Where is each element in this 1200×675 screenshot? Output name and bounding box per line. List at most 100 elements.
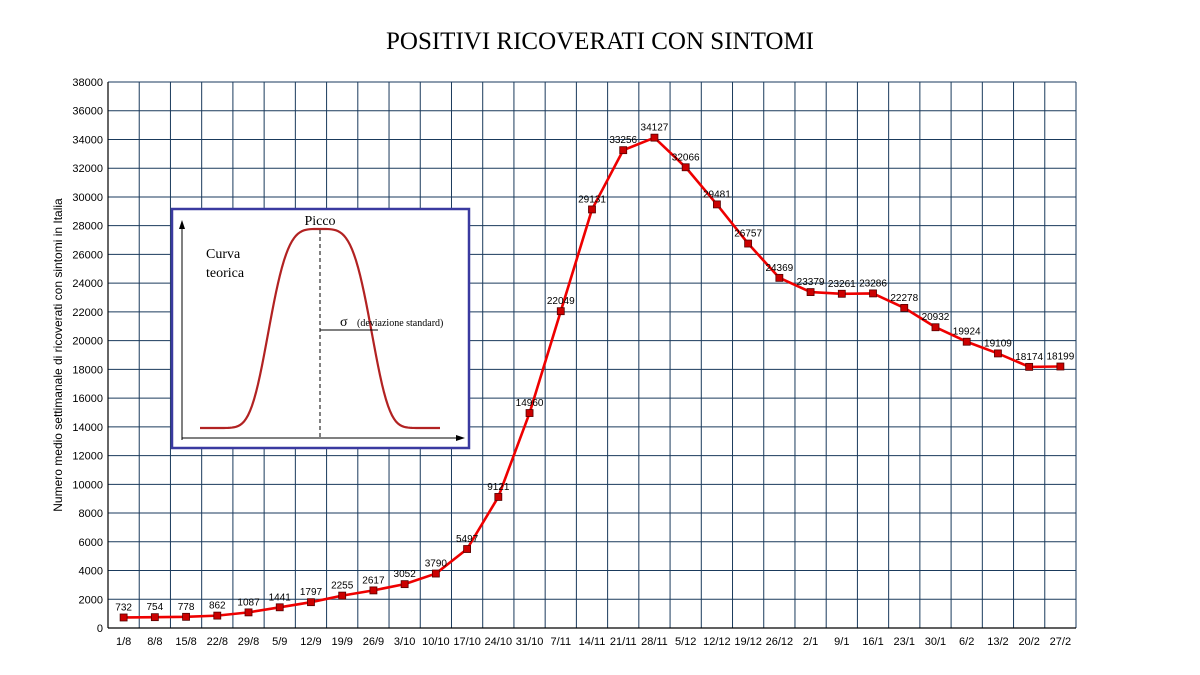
data-point: [1025, 362, 1034, 371]
data-label: 19109: [984, 338, 1012, 349]
x-tick-label: 22/8: [207, 636, 228, 648]
data-point: [1056, 362, 1065, 371]
data-label: 24369: [765, 263, 793, 274]
data-point: [900, 304, 909, 312]
y-tick-label: 26000: [72, 249, 103, 261]
x-tick-label: 24/10: [485, 636, 513, 648]
x-tick-label: 12/12: [703, 636, 731, 648]
data-point: [119, 613, 128, 622]
data-label: 18174: [1015, 352, 1043, 363]
x-tick-label: 30/1: [925, 636, 946, 648]
data-label: 23379: [797, 277, 825, 288]
x-tick-label: 29/8: [238, 636, 259, 648]
chart-title: POSITIVI RICOVERATI CON SINTOMI: [385, 28, 814, 55]
data-point: [869, 289, 877, 298]
data-point: [400, 580, 409, 589]
y-tick-label: 4000: [79, 566, 103, 578]
data-label: 14960: [516, 398, 544, 409]
data-label: 20932: [922, 312, 950, 323]
data-point: [931, 323, 940, 332]
y-tick-label: 32000: [72, 163, 103, 175]
data-label: 754: [146, 602, 163, 613]
x-tick-label: 8/8: [147, 636, 162, 648]
data-point: [150, 613, 159, 622]
data-point: [213, 611, 222, 620]
data-label: 1441: [269, 592, 292, 603]
x-tick-label: 26/9: [363, 636, 384, 648]
data-label: 1797: [300, 587, 323, 598]
y-tick-label: 6000: [79, 537, 103, 549]
data-label: 2255: [331, 581, 354, 592]
data-label: 23286: [859, 278, 887, 289]
x-tick-label: 19/9: [331, 636, 352, 648]
data-label: 34127: [641, 123, 669, 134]
y-tick-label: 12000: [72, 451, 103, 463]
x-tick-label: 23/1: [894, 636, 915, 648]
x-tick-label: 14/11: [579, 636, 606, 648]
y-tick-label: 8000: [79, 508, 103, 520]
data-point: [431, 569, 440, 578]
y-tick-label: 22000: [72, 307, 103, 319]
inset-bell-curve: [200, 227, 440, 430]
data-point: [775, 273, 784, 282]
data-label: 22049: [547, 296, 575, 307]
data-point: [681, 163, 690, 172]
data-label: 732: [115, 602, 132, 613]
data-label: 29131: [578, 194, 606, 205]
x-tick-label: 20/2: [1018, 636, 1039, 648]
data-point: [463, 545, 471, 553]
data-label: 9121: [487, 482, 510, 493]
data-point: [588, 205, 596, 214]
data-point: [182, 612, 190, 621]
data-point: [525, 409, 534, 417]
data-label: 18199: [1046, 352, 1074, 363]
data-label: 19924: [953, 327, 981, 338]
x-tick-label: 2/1: [803, 636, 818, 648]
data-label: 33256: [609, 135, 637, 146]
y-tick-label: 38000: [72, 77, 103, 89]
data-point: [994, 349, 1002, 358]
y-tick-label: 16000: [72, 393, 103, 405]
y-tick-label: 30000: [72, 192, 103, 204]
data-point: [713, 200, 721, 209]
data-label: 5497: [456, 534, 479, 545]
y-axis-label: Numero medio settimanale di ricoverati c…: [51, 198, 65, 512]
y-tick-label: 18000: [72, 364, 103, 376]
inset-sigma-text: (deviazione standard): [357, 318, 443, 329]
data-point: [494, 493, 503, 501]
x-tick-label: 28/11: [641, 636, 668, 648]
x-tick-label: 17/10: [453, 636, 481, 648]
data-point: [837, 289, 846, 298]
y-tick-label: 28000: [72, 221, 103, 233]
inset-curve-label-1: Curva: [206, 247, 241, 262]
data-label: 29481: [703, 189, 731, 200]
x-tick-label: 31/10: [516, 636, 544, 648]
y-tick-label: 34000: [72, 134, 103, 146]
x-tick-label: 15/8: [175, 636, 196, 648]
x-tick-label: 6/2: [959, 636, 974, 648]
x-tick-label: 21/11: [610, 636, 637, 648]
data-label: 26757: [734, 229, 762, 240]
data-label: 32066: [672, 152, 700, 163]
y-tick-label: 10000: [72, 479, 103, 491]
x-tick-label: 9/1: [834, 636, 849, 648]
data-point: [806, 288, 815, 296]
data-label: 862: [209, 601, 226, 612]
inset-picco-label: Picco: [304, 214, 335, 229]
y-tick-label: 20000: [72, 336, 103, 348]
data-label: 23261: [828, 279, 856, 290]
inset-x-arrow: [456, 435, 465, 441]
inset-y-arrow: [179, 220, 185, 229]
x-tick-label: 13/2: [987, 636, 1008, 648]
data-point: [307, 598, 315, 607]
x-tick-label: 26/12: [766, 636, 794, 648]
x-tick-label: 10/10: [422, 636, 450, 648]
y-tick-label: 24000: [72, 278, 103, 290]
data-point: [369, 586, 378, 595]
x-tick-label: 16/1: [862, 636, 883, 648]
data-point: [744, 239, 753, 248]
series-layer: 732 754 778 862 1087 1441 1797 2255 2617 3052 3790…: [115, 123, 1075, 622]
data-point: [338, 591, 347, 600]
axes: 0 2000 4000 6000 8000 10000 12000 14000 16000 180…: [72, 77, 1076, 648]
